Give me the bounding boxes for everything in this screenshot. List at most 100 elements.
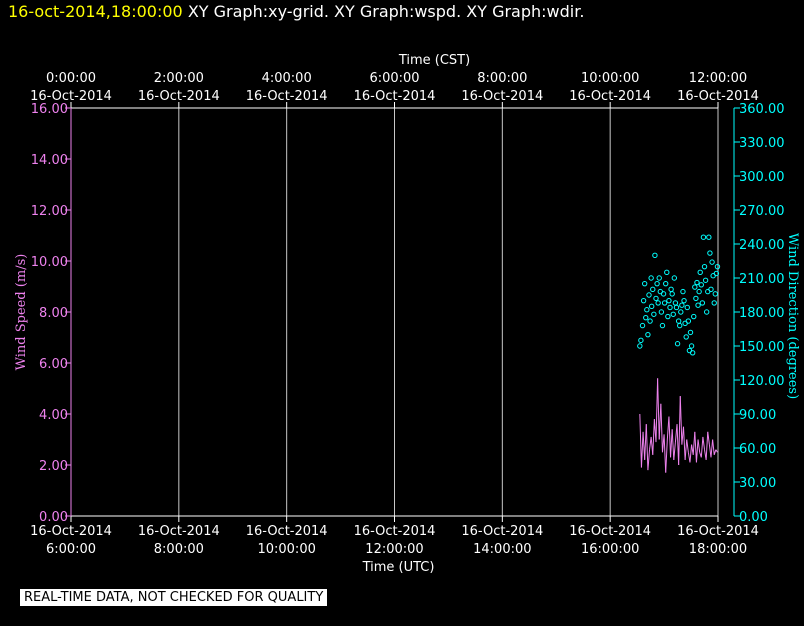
right-tick-label: 210.00 [739, 272, 785, 287]
wind-direction-point [672, 300, 679, 306]
wind-speed-segment [689, 444, 693, 463]
bottom-tick-time: 18:00:00 [689, 542, 747, 557]
wind-direction-point [641, 280, 648, 287]
wind-direction-point [681, 297, 687, 304]
right-tick-label: 60.00 [739, 442, 776, 457]
bottom-tick-date: 16-Oct-2014 [461, 524, 543, 539]
left-tick-label: 0.00 [39, 510, 68, 525]
left-tick-label: 16.00 [31, 102, 68, 117]
wind-direction-point [694, 279, 700, 286]
bottom-tick-date: 16-Oct-2014 [354, 524, 436, 539]
header-title-line: 16-oct-2014,18:00:00 XY Graph:xy-grid. X… [8, 2, 584, 21]
wind-direction-point [637, 343, 643, 349]
wind-speed-segment [679, 396, 683, 445]
right-tick-label: 360.00 [739, 102, 785, 117]
wind-direction-point [714, 263, 721, 270]
bottom-tick-time: 8:00:00 [154, 542, 204, 557]
bottom-axis-title: Time (UTC) [362, 560, 435, 575]
wind-direction-point [639, 322, 646, 329]
bottom-tick-date: 16-Oct-2014 [246, 524, 328, 539]
wind-direction-point [696, 288, 702, 295]
wind-direction-point [660, 291, 667, 297]
wind-speed-segment [670, 429, 673, 458]
wind-direction-point [648, 303, 655, 310]
timestamp-label: 16-oct-2014,18:00:00 [8, 2, 183, 21]
wind-direction-point [675, 318, 682, 324]
wind-direction-point [678, 309, 684, 315]
bottom-tick-time: 10:00:00 [257, 542, 315, 557]
wind-direction-point [712, 291, 719, 297]
wind-direction-point [664, 269, 670, 276]
bottom-tick-time: 6:00:00 [46, 542, 96, 557]
wind-direction-point [677, 322, 683, 329]
wind-direction-point [695, 302, 701, 308]
wind-direction-point [652, 252, 658, 259]
wind-speed-segment [640, 431, 644, 468]
wind-speed-segment [695, 439, 699, 463]
top-tick-date: 16-Oct-2014 [138, 89, 220, 104]
wind-speed-segment [652, 419, 655, 455]
wind-speed-segment [678, 396, 681, 466]
bottom-tick-date: 16-Oct-2014 [677, 524, 759, 539]
wind-direction-point [683, 334, 689, 340]
wind-direction-point [693, 295, 699, 302]
wind-direction-point [707, 250, 713, 256]
top-tick-time: 4:00:00 [262, 71, 312, 86]
wind-direction-point [658, 309, 665, 315]
wind-direction-point [645, 331, 651, 338]
wind-direction-point [665, 313, 671, 320]
right-tick-label: 150.00 [739, 340, 785, 355]
wind-speed-segment [715, 449, 718, 453]
top-tick-date: 16-Oct-2014 [461, 89, 543, 104]
left-tick-label: 8.00 [39, 306, 68, 321]
left-tick-label: 10.00 [31, 255, 68, 270]
top-tick-time: 6:00:00 [369, 71, 419, 86]
right-tick-label: 0.00 [739, 510, 768, 525]
wind-speed-segment [657, 378, 660, 440]
top-tick-date: 16-Oct-2014 [569, 89, 651, 104]
wind-speed-segment [684, 439, 688, 460]
wind-direction-point [654, 280, 660, 287]
wind-direction-point [691, 313, 697, 320]
wind-direction-point [668, 286, 674, 293]
wind-speed-segment [712, 439, 715, 455]
right-tick-label: 90.00 [739, 408, 776, 423]
wind-direction-point [671, 275, 678, 281]
graph-title: XY Graph:xy-grid. XY Graph:wspd. XY Grap… [182, 2, 585, 21]
wind-direction-point [653, 295, 659, 302]
wind-direction-point [663, 280, 669, 287]
left-tick-label: 4.00 [39, 408, 68, 423]
top-axis-title: Time (CST) [398, 53, 470, 68]
bottom-tick-date: 16-Oct-2014 [138, 524, 220, 539]
left-tick-label: 12.00 [31, 204, 68, 219]
wind-direction-point [700, 234, 707, 240]
wind-direction-point [650, 286, 656, 293]
bottom-tick-time: 16:00:00 [581, 542, 639, 557]
wind-speed-segment [663, 434, 667, 473]
right-tick-label: 240.00 [739, 238, 785, 253]
wind-direction-point [655, 300, 661, 306]
bottom-tick-date: 16-Oct-2014 [30, 524, 112, 539]
wind-direction-point [643, 314, 649, 321]
top-tick-time: 8:00:00 [477, 71, 527, 86]
wind-speed-segment [713, 449, 717, 455]
left-tick-label: 2.00 [39, 459, 68, 474]
wind-speed-segment [673, 442, 676, 460]
right-tick-label: 270.00 [739, 204, 785, 219]
wind-direction-point [638, 337, 644, 344]
wind-direction-point [673, 304, 680, 311]
wind-direction-point [666, 297, 672, 304]
wind-direction-point [687, 329, 694, 336]
wind-speed-segment [686, 439, 689, 453]
wind-direction-point [706, 234, 712, 240]
bottom-tick-date: 16-Oct-2014 [569, 524, 651, 539]
right-tick-label: 30.00 [739, 476, 776, 491]
wind-direction-point [644, 307, 650, 313]
top-tick-time: 2:00:00 [154, 71, 204, 86]
wind-direction-point [685, 318, 692, 324]
right-tick-label: 180.00 [739, 306, 785, 321]
wind-direction-point [646, 292, 652, 298]
wind-speed-segment [671, 429, 675, 460]
wind-direction-point [701, 263, 708, 270]
